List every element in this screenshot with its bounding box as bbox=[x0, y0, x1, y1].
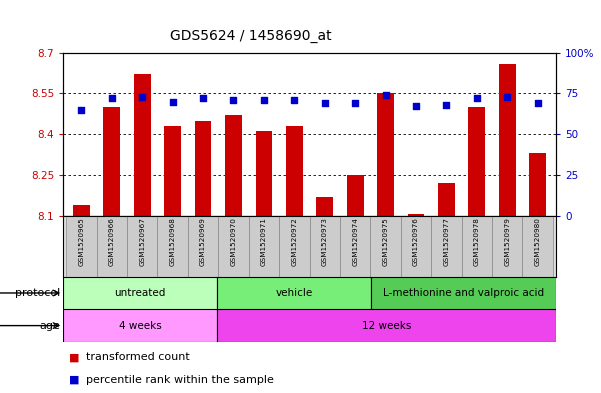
Text: GSM1520966: GSM1520966 bbox=[109, 218, 115, 266]
Bar bbox=[249, 216, 279, 277]
Text: GSM1520970: GSM1520970 bbox=[230, 218, 236, 266]
Bar bbox=[134, 74, 151, 216]
Bar bbox=[377, 94, 394, 216]
Text: untreated: untreated bbox=[114, 288, 166, 298]
Bar bbox=[63, 309, 217, 342]
Point bbox=[350, 100, 360, 107]
Bar bbox=[164, 126, 181, 216]
Bar bbox=[188, 216, 218, 277]
Text: GSM1520980: GSM1520980 bbox=[535, 218, 541, 266]
Point bbox=[259, 97, 269, 103]
Bar bbox=[462, 216, 492, 277]
Point bbox=[533, 100, 543, 107]
Text: L-methionine and valproic acid: L-methionine and valproic acid bbox=[383, 288, 544, 298]
Bar bbox=[286, 126, 303, 216]
Text: transformed count: transformed count bbox=[86, 353, 190, 362]
Bar bbox=[195, 121, 212, 216]
Bar bbox=[63, 277, 217, 309]
Bar bbox=[438, 183, 455, 216]
Bar bbox=[73, 205, 90, 216]
Point bbox=[442, 102, 451, 108]
Bar bbox=[103, 107, 120, 216]
Text: GDS5624 / 1458690_at: GDS5624 / 1458690_at bbox=[169, 29, 331, 43]
Text: protocol: protocol bbox=[15, 288, 60, 298]
Text: GSM1520971: GSM1520971 bbox=[261, 218, 267, 266]
Text: ■: ■ bbox=[69, 353, 79, 362]
Text: 12 weeks: 12 weeks bbox=[362, 321, 411, 331]
Text: GSM1520968: GSM1520968 bbox=[169, 218, 175, 266]
Bar bbox=[217, 309, 556, 342]
Bar bbox=[492, 216, 522, 277]
Bar bbox=[431, 216, 462, 277]
Point bbox=[138, 94, 147, 100]
Text: GSM1520975: GSM1520975 bbox=[383, 218, 389, 266]
Text: percentile rank within the sample: percentile rank within the sample bbox=[86, 375, 274, 385]
Bar bbox=[225, 115, 242, 216]
Bar bbox=[370, 216, 401, 277]
Point bbox=[502, 94, 512, 100]
Bar bbox=[316, 197, 333, 216]
Bar bbox=[97, 216, 127, 277]
Point bbox=[320, 100, 329, 107]
Bar bbox=[127, 216, 157, 277]
Point bbox=[290, 97, 299, 103]
Point bbox=[411, 103, 421, 110]
Point bbox=[168, 98, 177, 105]
Text: GSM1520977: GSM1520977 bbox=[444, 218, 450, 266]
Bar bbox=[218, 216, 249, 277]
Text: ■: ■ bbox=[69, 375, 79, 385]
Text: vehicle: vehicle bbox=[275, 288, 313, 298]
Point bbox=[107, 95, 117, 101]
Text: age: age bbox=[39, 321, 60, 331]
Text: GSM1520972: GSM1520972 bbox=[291, 218, 297, 266]
Bar bbox=[347, 175, 364, 216]
Text: 4 weeks: 4 weeks bbox=[119, 321, 162, 331]
Text: GSM1520976: GSM1520976 bbox=[413, 218, 419, 266]
Point bbox=[228, 97, 238, 103]
Bar bbox=[499, 64, 516, 216]
Text: GSM1520969: GSM1520969 bbox=[200, 218, 206, 266]
Bar bbox=[255, 132, 272, 216]
Point bbox=[381, 92, 391, 98]
Text: GSM1520979: GSM1520979 bbox=[504, 218, 510, 266]
Bar bbox=[401, 216, 431, 277]
Bar bbox=[529, 153, 546, 216]
Bar bbox=[157, 216, 188, 277]
Bar bbox=[217, 277, 371, 309]
Point bbox=[198, 95, 208, 101]
Bar bbox=[468, 107, 485, 216]
Point bbox=[472, 95, 481, 101]
Bar bbox=[340, 216, 370, 277]
Text: GSM1520974: GSM1520974 bbox=[352, 218, 358, 266]
Bar bbox=[407, 215, 424, 216]
Text: GSM1520973: GSM1520973 bbox=[322, 218, 328, 266]
Bar bbox=[522, 216, 553, 277]
Bar bbox=[310, 216, 340, 277]
Bar bbox=[371, 277, 556, 309]
Bar bbox=[279, 216, 310, 277]
Text: GSM1520965: GSM1520965 bbox=[78, 218, 84, 266]
Point bbox=[76, 107, 86, 113]
Text: GSM1520967: GSM1520967 bbox=[139, 218, 145, 266]
Text: GSM1520978: GSM1520978 bbox=[474, 218, 480, 266]
Bar bbox=[66, 216, 97, 277]
